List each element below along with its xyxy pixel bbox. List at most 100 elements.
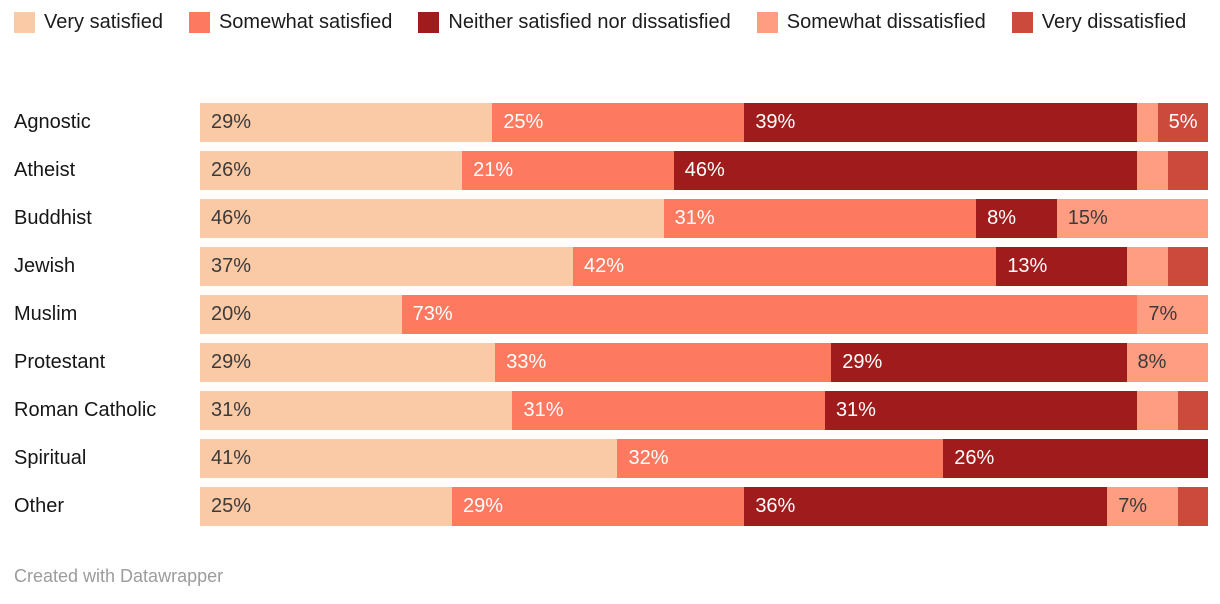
bar-segment: 7%: [1137, 295, 1208, 334]
legend: Very satisfied Somewhat satisfied Neither …: [14, 11, 1206, 33]
footer-credit-link[interactable]: Created with Datawrapper: [14, 566, 224, 586]
bar-segment-label: 31%: [523, 399, 564, 421]
bar-segment: 29%: [831, 343, 1127, 382]
bar-segment: 31%: [663, 199, 977, 238]
bar-segment-label: 25%: [503, 111, 544, 133]
bar-segment: 36%: [744, 487, 1108, 526]
bar-segment-label: 46%: [684, 159, 725, 181]
category-label: Muslim: [14, 303, 78, 325]
bar-row: Protestant 29% 33% 29% 8%: [14, 343, 1208, 382]
bar-segment: 29%: [452, 487, 745, 526]
stacked-bar-chart: Agnostic 29% 25% 39% 5% Atheist 26% 21% 46% Buddh…: [14, 103, 1208, 535]
bar-segment: 46%: [673, 151, 1138, 190]
bar-segment: 31%: [200, 391, 513, 430]
bar-segment-label: 15%: [1067, 207, 1108, 229]
bar-segment: 37%: [200, 247, 573, 286]
bar-segment: 29%: [200, 343, 496, 382]
bar-segment-label: 26%: [211, 159, 252, 181]
bar-segment: 5%: [1157, 103, 1208, 142]
legend-label: Very satisfied: [44, 10, 163, 33]
bar-segment: 46%: [200, 199, 664, 238]
stacked-bar: 29% 25% 39% 5%: [200, 103, 1208, 142]
bar-segment-label: 8%: [1137, 351, 1167, 373]
bar-segment: 25%: [492, 103, 745, 142]
bar-segment: 20%: [200, 295, 402, 334]
stacked-bar: 29% 33% 29% 8%: [200, 343, 1208, 382]
bar-segment: [1177, 487, 1208, 526]
bar-segment-label: 32%: [628, 447, 669, 469]
legend-item: Somewhat dissatisfied: [756, 10, 986, 33]
bar-segment-label: 31%: [835, 399, 876, 421]
bar-segment: 8%: [1126, 343, 1208, 382]
bar-segment-label: 21%: [473, 159, 514, 181]
bar-segment: 25%: [200, 487, 452, 526]
category-label: Spiritual: [14, 447, 87, 469]
legend-swatch-icon: [188, 11, 210, 33]
bar-segment-label: 39%: [755, 111, 796, 133]
bar-segment-label: 13%: [1007, 255, 1048, 277]
bar-segment-label: 36%: [755, 495, 796, 517]
bar-segment: 42%: [572, 247, 997, 286]
bar-segment-label: 7%: [1148, 303, 1178, 325]
legend-item: Somewhat satisfied: [188, 10, 393, 33]
stacked-bar: 25% 29% 36% 7%: [200, 487, 1208, 526]
bar-segment: 29%: [200, 103, 493, 142]
bar-segment: 32%: [617, 439, 944, 478]
bar-segment: 39%: [744, 103, 1138, 142]
bar-row: Atheist 26% 21% 46%: [14, 151, 1208, 190]
bar-segment: [1127, 247, 1168, 286]
category-label: Agnostic: [14, 111, 91, 133]
category-label: Other: [14, 495, 65, 517]
bar-segment-label: 8%: [987, 207, 1017, 229]
stacked-bar: 46% 31% 8% 15%: [200, 199, 1208, 238]
bar-row: Roman Catholic 31% 31% 31%: [14, 391, 1208, 430]
bar-row: Spiritual 41% 32% 26%: [14, 439, 1208, 478]
stacked-bar: 26% 21% 46%: [200, 151, 1208, 190]
bar-segment: [1167, 151, 1208, 190]
bar-segment: 33%: [495, 343, 832, 382]
bar-segment: 31%: [824, 391, 1138, 430]
bar-segment-label: 31%: [674, 207, 715, 229]
stacked-bar: 31% 31% 31%: [200, 391, 1208, 430]
bar-segment: 73%: [401, 295, 1138, 334]
bar-segment: 41%: [200, 439, 618, 478]
bar-segment-label: 29%: [211, 351, 252, 373]
bar-row: Muslim 20% 73% 7%: [14, 295, 1208, 334]
bar-segment-label: 29%: [463, 495, 504, 517]
legend-swatch-icon: [1011, 11, 1033, 33]
bar-segment: [1177, 391, 1208, 430]
legend-item: Neither satisfied nor dissatisfied: [418, 11, 731, 33]
bar-segment-label: 37%: [211, 255, 252, 277]
bar-segment-label: 73%: [412, 303, 453, 325]
legend-swatch-icon: [14, 11, 35, 33]
bar-segment-label: 20%: [211, 303, 252, 325]
stacked-bar: 41% 32% 26%: [200, 439, 1208, 478]
bar-segment: 21%: [462, 151, 674, 190]
bar-segment: [1137, 103, 1158, 142]
bar-row: Buddhist 46% 31% 8% 15%: [14, 199, 1208, 238]
bar-segment: 7%: [1107, 487, 1178, 526]
bar-segment-label: 46%: [211, 207, 252, 229]
legend-item: Very satisfied: [14, 11, 163, 33]
legend-label: Somewhat dissatisfied: [786, 10, 986, 33]
bar-segment-label: 31%: [211, 399, 252, 421]
legend-item: Very dissatisfied: [1011, 11, 1186, 33]
bar-segment: 15%: [1056, 199, 1208, 238]
category-label: Protestant: [14, 351, 106, 373]
bar-segment-label: 33%: [506, 351, 547, 373]
bar-segment-label: 29%: [211, 111, 252, 133]
bar-segment: 26%: [200, 151, 463, 190]
bar-segment-label: 25%: [211, 495, 252, 517]
legend-label: Somewhat satisfied: [218, 10, 393, 33]
bar-segment: [1137, 391, 1178, 430]
category-label: Roman Catholic: [14, 399, 157, 421]
bar-segment-label: 5%: [1168, 111, 1198, 133]
bar-row: Other 25% 29% 36% 7%: [14, 487, 1208, 526]
bar-segment-label: 29%: [842, 351, 883, 373]
bar-segment-label: 7%: [1118, 495, 1148, 517]
bar-segment: 13%: [996, 247, 1128, 286]
bar-segment-label: 26%: [954, 447, 995, 469]
bar-row: Agnostic 29% 25% 39% 5%: [14, 103, 1208, 142]
category-label: Atheist: [14, 159, 76, 181]
bar-segment: 26%: [943, 439, 1208, 478]
